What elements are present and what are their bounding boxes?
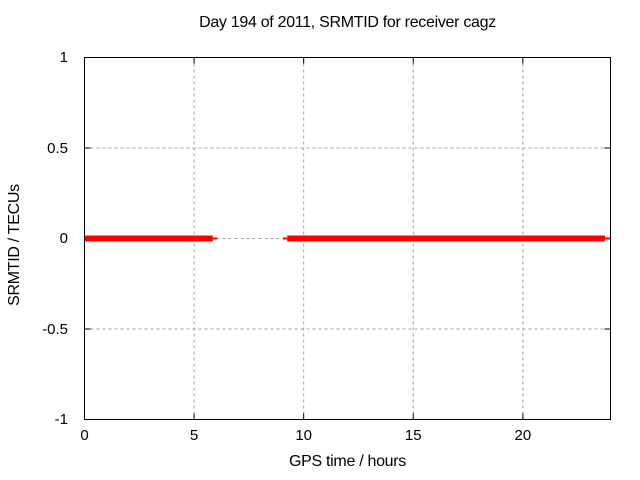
- y-tick-label-1: 1: [59, 49, 68, 66]
- x-tick-label-5: 5: [189, 427, 199, 444]
- x-tick-label-15: 15: [404, 427, 422, 444]
- x-tick-label-10: 10: [295, 427, 312, 444]
- data-segment-thin: [605, 237, 611, 240]
- x-tick-label-0: 0: [80, 427, 89, 444]
- data-segment-thick: [84, 235, 213, 242]
- y-tick-label--0.5: -0.5: [42, 320, 68, 338]
- plot-border: [84, 57, 611, 420]
- y-tick-label-0: 0: [59, 230, 68, 247]
- x-axis-label: GPS time / hours: [288, 453, 407, 470]
- data-segment-thin: [282, 237, 288, 240]
- y-tick-label--1: -1: [54, 411, 68, 428]
- y-tick-label-0.5: 0.5: [47, 139, 68, 157]
- chart-title: Day 194 of 2011, SRMTID for receiver cag…: [199, 14, 496, 31]
- data-segment-thin: [212, 237, 218, 240]
- x-tick-label-20: 20: [514, 427, 532, 444]
- data-segment-thick: [287, 235, 606, 242]
